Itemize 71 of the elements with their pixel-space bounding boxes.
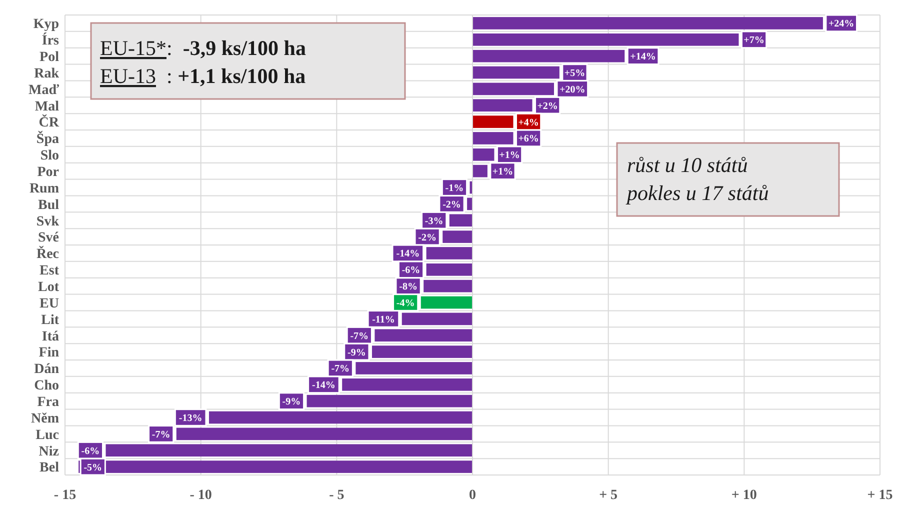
y-tick-label: Něm bbox=[31, 411, 60, 426]
x-tick-label: 0 bbox=[469, 488, 476, 503]
annotation: -6% bbox=[81, 446, 100, 457]
x-tick-label: + 15 bbox=[867, 488, 893, 503]
bar bbox=[426, 263, 472, 276]
bar bbox=[472, 164, 488, 178]
y-tick-label: Fin bbox=[38, 346, 60, 361]
y-tick-label: Řec bbox=[36, 245, 59, 262]
annotation: -11% bbox=[372, 314, 395, 326]
bar bbox=[472, 99, 532, 112]
x-tick-label: + 10 bbox=[731, 488, 757, 503]
y-tick-label: Svk bbox=[36, 214, 60, 230]
x-tick-label: - 5 bbox=[329, 488, 344, 503]
annotation: +14% bbox=[630, 52, 656, 63]
annotation: -13% bbox=[178, 413, 202, 424]
annotation: -4% bbox=[396, 298, 415, 309]
annotation: -7% bbox=[152, 429, 170, 440]
annotation: -14% bbox=[312, 380, 336, 392]
y-tick-label: Por bbox=[37, 164, 59, 180]
annotation: +5% bbox=[564, 68, 586, 79]
annotation: +7% bbox=[744, 35, 764, 46]
y-tick-label: Mal bbox=[34, 99, 60, 114]
bar bbox=[472, 116, 514, 128]
annotation: +1% bbox=[499, 150, 520, 162]
x-tick-label: - 15 bbox=[54, 488, 76, 503]
annotation: -7% bbox=[350, 330, 369, 342]
annotation: -5% bbox=[84, 462, 102, 474]
y-tick-label: Špa bbox=[36, 130, 59, 148]
y-tick-label: Slo bbox=[40, 148, 59, 164]
annotation: -14% bbox=[396, 248, 420, 260]
y-tick-label: Rak bbox=[34, 66, 60, 82]
y-tick-label: Kyp bbox=[33, 17, 60, 32]
annotation: -6% bbox=[402, 265, 420, 276]
annotation: +24% bbox=[828, 18, 854, 30]
y-tick-label: Luc bbox=[36, 428, 59, 443]
y-tick-label: Niz bbox=[38, 444, 59, 460]
y-tick-label: Lot bbox=[38, 280, 60, 295]
annotation: +20% bbox=[560, 84, 586, 96]
y-tick-label: EU bbox=[40, 296, 59, 312]
annotation: +1% bbox=[492, 166, 514, 178]
y-tick-label: Est bbox=[40, 264, 60, 279]
y-tick-label: Rum bbox=[29, 181, 60, 196]
annotation: -2% bbox=[418, 232, 436, 244]
y-tick-label: Dán bbox=[34, 362, 60, 378]
y-tick-label: Itá bbox=[42, 329, 59, 344]
annotation: EU-15*: -3,9 ks/100 ha bbox=[100, 36, 306, 60]
y-tick-label: Bel bbox=[40, 460, 60, 476]
y-tick-label: Fra bbox=[37, 394, 59, 410]
annotation: -3% bbox=[424, 216, 444, 227]
annotation: růst u 10 států bbox=[627, 153, 748, 177]
y-tick-label: Bul bbox=[38, 198, 60, 213]
annotation: EU-13 : +1,1 ks/100 ha bbox=[100, 64, 306, 88]
annotation: -8% bbox=[399, 282, 418, 293]
annotation: -9% bbox=[282, 396, 301, 408]
y-tick-label: ČR bbox=[38, 114, 60, 131]
x-tick-label: + 5 bbox=[599, 488, 618, 503]
y-tick-label: Írs bbox=[42, 32, 60, 49]
annotation: +4% bbox=[518, 117, 539, 128]
y-tick-label: Své bbox=[38, 230, 59, 246]
annotation: -2% bbox=[442, 199, 461, 210]
y-tick-label: Pol bbox=[40, 50, 60, 65]
annotation: +6% bbox=[518, 134, 539, 145]
y-tick-label: Lit bbox=[41, 312, 60, 328]
annotation: -7% bbox=[331, 364, 350, 375]
y-tick-label: Maď bbox=[28, 82, 60, 98]
y-tick-label: Cho bbox=[34, 378, 59, 394]
annotation: -1% bbox=[445, 183, 464, 194]
annotation: pokles u 17 států bbox=[625, 181, 769, 205]
annotation: -9% bbox=[348, 347, 366, 358]
x-tick-label: - 10 bbox=[190, 488, 212, 503]
annotation: +2% bbox=[537, 100, 558, 112]
